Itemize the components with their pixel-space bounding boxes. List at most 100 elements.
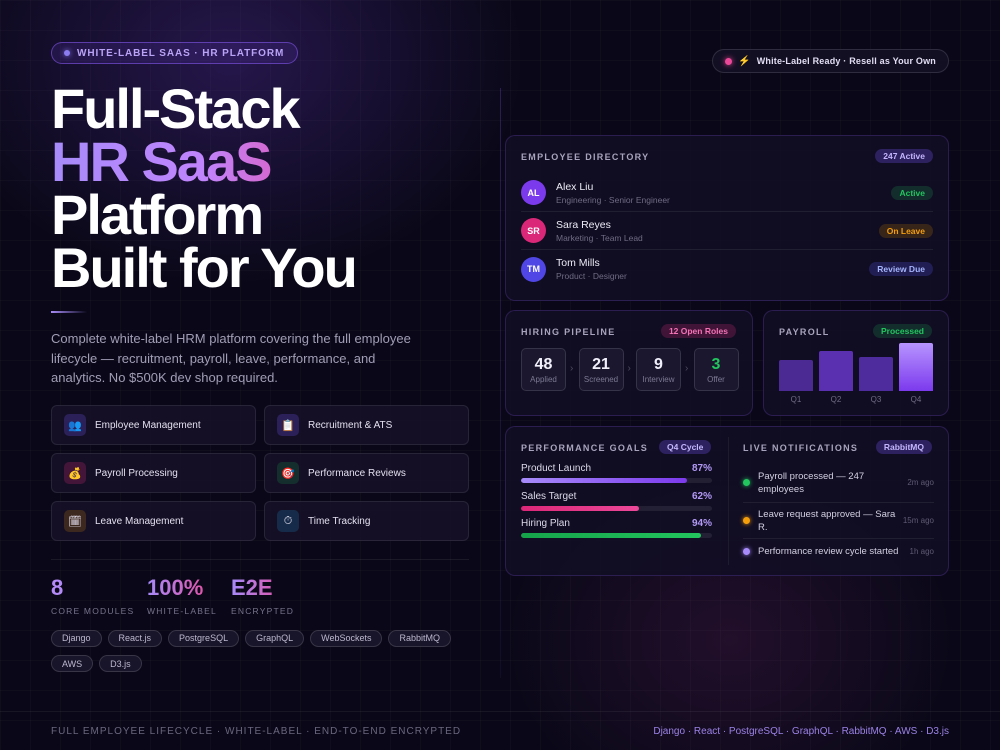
tech-tag: React.js — [107, 629, 163, 647]
feature-label: Recruitment & ATS — [308, 419, 393, 431]
avatar: SR — [521, 218, 546, 243]
card-title: PERFORMANCE GOALS — [521, 443, 649, 453]
payroll-bar-q2 — [819, 351, 853, 391]
tech-tag: RabbitMQ — [388, 629, 451, 647]
stage-count: 3 — [711, 356, 721, 373]
bar-label: Q1 — [790, 395, 802, 404]
clipboard-icon: 📋 — [277, 414, 299, 436]
goal-name: Sales Target — [521, 490, 577, 502]
goals-notifications-card: PERFORMANCE GOALS Q4 Cycle Product Launc… — [505, 426, 949, 576]
tech-tag: D3.js — [99, 655, 142, 672]
stat-value: E2E — [231, 575, 294, 601]
bar-label: Q4 — [910, 395, 922, 404]
feature-label: Payroll Processing — [95, 467, 178, 479]
goal-header: Hiring Plan 94% — [521, 518, 712, 529]
tech-tag: Django — [51, 629, 102, 647]
goal-progress-fill — [521, 505, 640, 511]
feature-label: Performance Reviews — [308, 467, 406, 479]
bar-label: Q2 — [830, 395, 842, 404]
headline-line-4: Built for You — [51, 236, 358, 299]
stage-label: Interview — [642, 375, 675, 384]
goal-name: Product Launch — [521, 463, 592, 474]
stage-label: Screened — [583, 375, 619, 384]
stopwatch-icon: ⏱ — [277, 510, 299, 532]
goal-header: Product Launch 87% — [521, 463, 712, 474]
notification-dot-icon — [743, 547, 750, 555]
headline-line-3: Platform — [51, 183, 264, 246]
status-dot-icon — [725, 57, 733, 65]
notification-dot-icon — [743, 517, 750, 524]
stat-label: ENCRYPTED — [231, 606, 295, 616]
pipeline-stage-interview[interactable]: 9 Interview — [636, 348, 681, 391]
feature-label: Employee Management — [95, 419, 201, 431]
white-label-ready-text: White-Label Ready · Resell as Your Own — [756, 56, 936, 66]
notification-item[interactable]: Performance review cycle started 1h ago — [743, 539, 934, 563]
accent-divider — [51, 311, 87, 313]
goal-hiring-plan: Hiring Plan 94% — [521, 518, 712, 538]
goal-percent: 94% — [691, 518, 712, 529]
active-count-badge: 247 Active — [875, 149, 933, 163]
goal-product-launch: Product Launch 87% — [521, 463, 712, 483]
notification-item[interactable]: Leave request approved — Sara R. 15m ago — [743, 503, 934, 539]
notification-text: Performance review cycle started — [758, 545, 899, 557]
status-badge: Active — [891, 185, 933, 200]
vertical-divider — [500, 88, 501, 678]
notification-time: 15m ago — [902, 516, 934, 525]
inner-divider — [728, 437, 729, 565]
stage-label: Offer — [707, 375, 725, 384]
employee-row[interactable]: TM Tom Mills Product · Designer Review Due — [521, 250, 933, 288]
feature-leave-management: 🗓 Leave Management — [51, 501, 256, 541]
lightning-icon: ⚡ — [738, 55, 751, 67]
pipeline-stage-screened[interactable]: 21 Screened — [578, 348, 624, 391]
card-title: LIVE NOTIFICATIONS — [743, 443, 859, 453]
feature-performance-reviews: 🎯 Performance Reviews — [264, 453, 469, 493]
status-badge: Review Due — [869, 262, 933, 276]
notification-text: Payroll processed — 247 employees — [758, 470, 865, 495]
stage-count: 21 — [592, 356, 610, 373]
payroll-bar-q3 — [859, 357, 893, 391]
white-label-ready-pill: ⚡ White-Label Ready · Resell as Your Own — [712, 49, 949, 73]
calendar-icon: 🗓 — [64, 510, 86, 532]
hiring-pipeline-card: HIRING PIPELINE 12 Open Roles 48 Applied ›… — [505, 310, 753, 416]
card-title: HIRING PIPELINE — [521, 327, 616, 337]
employee-name: Alex Liu — [556, 180, 594, 193]
goal-name: Hiring Plan — [521, 518, 570, 529]
payroll-card: PAYROLL Processed Q1 Q2 Q3 Q4 — [763, 310, 949, 416]
employee-row[interactable]: AL Alex Liu Engineering · Senior Engineer A… — [521, 174, 933, 212]
cycle-badge: Q4 Cycle — [659, 440, 712, 454]
pipeline-stage-applied[interactable]: 48 Applied — [521, 348, 566, 391]
headline-line-2: HR SaaS — [51, 134, 356, 190]
payroll-bar-q1 — [779, 360, 813, 391]
chevron-right-icon: › — [685, 363, 689, 374]
feature-label: Leave Management — [95, 515, 184, 527]
goal-header: Sales Target 62% — [521, 491, 712, 502]
stat-value: 8 — [51, 575, 64, 600]
chevron-right-icon: › — [570, 363, 574, 374]
avatar: AL — [521, 180, 546, 205]
stat-white-label: 100% WHITE-LABEL — [147, 575, 217, 616]
feature-employee-management: 👥 Employee Management — [51, 405, 256, 445]
stat-label: WHITE-LABEL — [147, 606, 217, 616]
tech-tag: WebSockets — [310, 629, 383, 647]
feature-label: Time Tracking — [308, 515, 371, 527]
stat-value: 100% — [147, 575, 217, 601]
employee-role: Engineering · Senior Engineer — [556, 194, 670, 205]
pill-dot-icon — [64, 50, 70, 56]
people-icon: 👥 — [64, 414, 86, 436]
employee-info: Sara Reyes Marketing · Team Lead — [556, 219, 879, 243]
employee-row[interactable]: SR Sara Reyes Marketing · Team Lead On Leav… — [521, 212, 933, 250]
footer-tagline: FULL EMPLOYEE LIFECYCLE · WHITE-LABEL · … — [51, 726, 462, 737]
employee-info: Tom Mills Product · Designer — [556, 257, 869, 281]
target-icon: 🎯 — [277, 462, 299, 484]
section-divider — [51, 559, 469, 560]
payroll-status-badge: Processed — [873, 324, 932, 338]
employee-role: Marketing · Team Lead — [556, 232, 643, 243]
notification-time: 1h ago — [909, 546, 934, 556]
bar-label: Q3 — [870, 395, 882, 404]
headline-line-1: Full-Stack — [51, 77, 301, 140]
pipeline-stage-offer[interactable]: 3 Offer — [693, 348, 739, 391]
goal-percent: 87% — [691, 463, 712, 474]
goal-progress-track — [521, 533, 712, 538]
notification-item[interactable]: Payroll processed — 247 employees 2m ago — [743, 463, 934, 503]
status-badge: On Leave — [878, 223, 933, 238]
